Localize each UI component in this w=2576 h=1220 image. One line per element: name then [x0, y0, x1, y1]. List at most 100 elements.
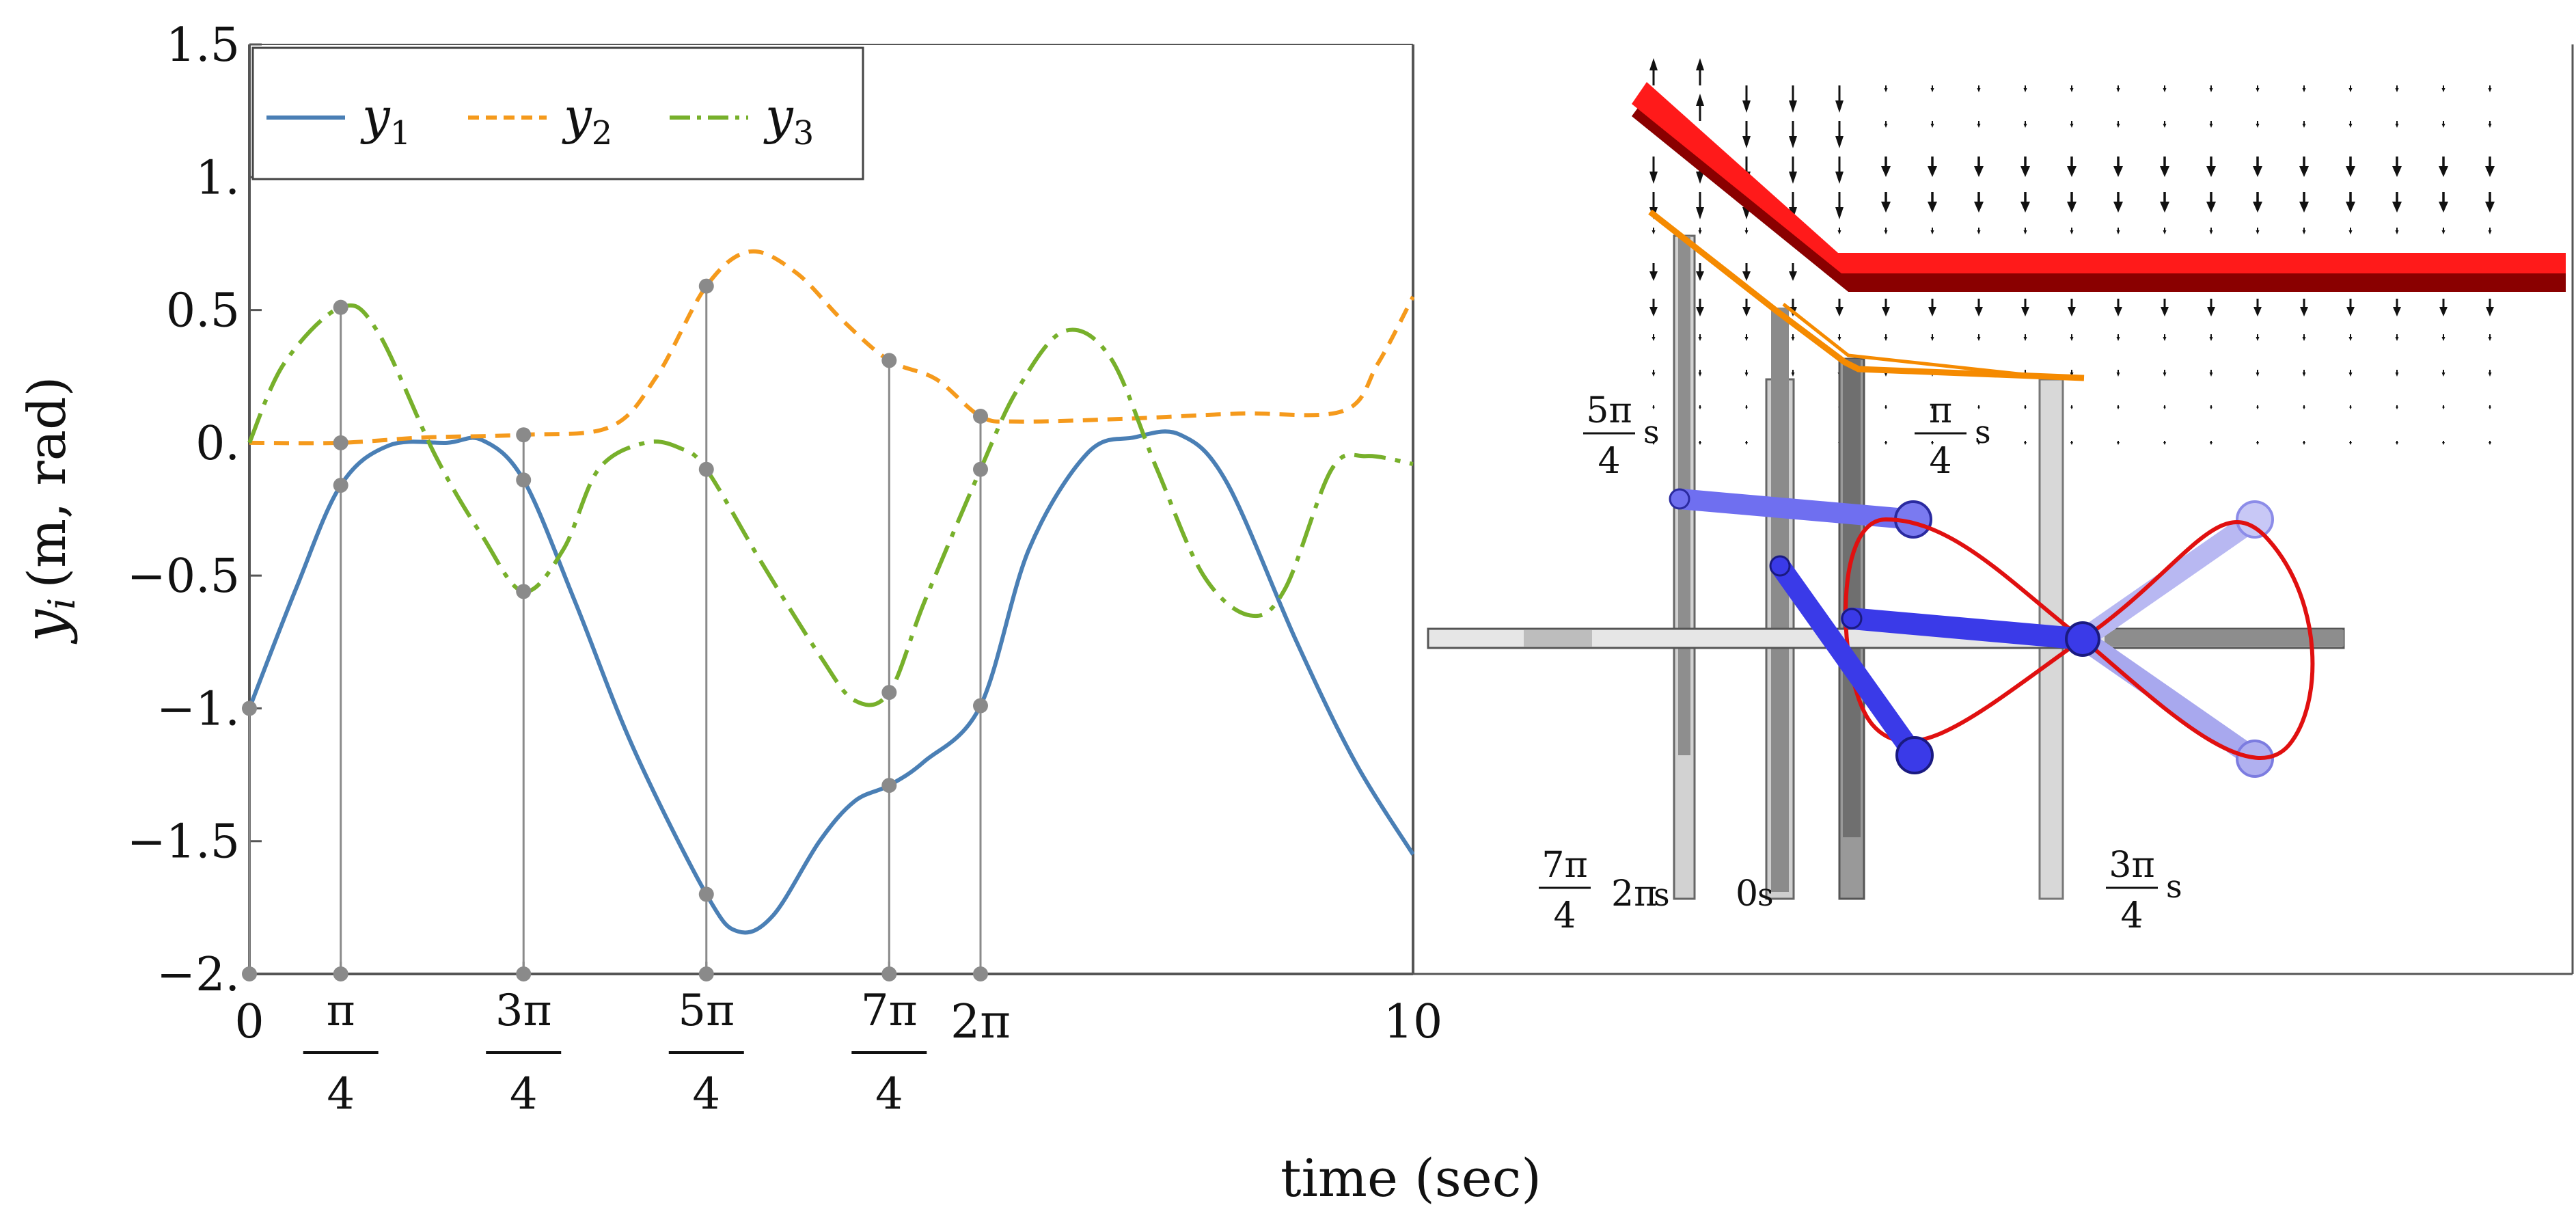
- vector-field-arrowhead: [2441, 337, 2445, 341]
- vector-field-arrowhead: [2253, 307, 2262, 316]
- vector-field-arrowhead: [1884, 88, 1888, 92]
- horizontal-rail-segment: [1524, 630, 1592, 647]
- y-tick-label: −2.: [156, 948, 240, 1002]
- vector-field-arrowhead: [2160, 166, 2169, 177]
- vector-field-arrowhead: [1698, 230, 1702, 234]
- y-tick-label: 0.5: [166, 284, 240, 338]
- vector-field-arrowhead: [1837, 230, 1841, 234]
- x-tick-denominator: 4: [692, 1069, 720, 1120]
- vector-field-arrowhead: [1649, 307, 1658, 316]
- vector-field-arrowhead: [1835, 100, 1844, 113]
- vector-field-arrowhead: [1745, 407, 1748, 409]
- vector-field-arrowhead: [1885, 442, 1887, 445]
- vector-field-arrowhead: [1928, 166, 1937, 177]
- vector-field-arrowhead: [1791, 337, 1795, 341]
- vector-field-arrowhead: [1975, 307, 1983, 316]
- vector-field-arrowhead: [1698, 372, 1702, 377]
- vector-field-arrowhead: [1745, 442, 1748, 445]
- vector-field-arrowhead: [2442, 442, 2445, 445]
- vector-field-arrowhead: [1744, 337, 1749, 341]
- vector-field-arrowhead: [1696, 94, 1704, 106]
- vector-field-arrowhead: [2439, 307, 2448, 316]
- vector-field-arrowhead: [1789, 136, 1797, 148]
- svg-text:π: π: [1929, 390, 1952, 431]
- series-line-y3: [247, 303, 1414, 707]
- vector-field-arrowhead: [2209, 230, 2213, 234]
- legend-label-y1: y1: [360, 87, 411, 152]
- vector-field-arrowhead: [2070, 124, 2074, 128]
- vector-field-arrowhead: [1977, 88, 1981, 92]
- vector-field-arrowhead: [2256, 337, 2260, 341]
- vector-field-arrowhead: [2210, 407, 2212, 409]
- vector-field-arrowhead: [2253, 166, 2262, 177]
- vector-field-arrowhead: [2160, 202, 2169, 213]
- vector-field-arrowhead: [2070, 337, 2074, 341]
- sample-point: [972, 698, 988, 714]
- vector-field-arrowhead: [2346, 166, 2355, 177]
- vector-field-arrowhead: [2485, 202, 2495, 213]
- sample-point: [881, 353, 897, 368]
- legend-label-y3: y3: [763, 87, 814, 152]
- vector-field-arrowhead: [2439, 166, 2448, 177]
- vector-field-arrowhead: [2207, 307, 2215, 316]
- x-axis-title: time (sec): [1280, 1148, 1542, 1208]
- x-tick-denominator: 4: [875, 1069, 903, 1120]
- vector-field-arrowhead: [1744, 372, 1749, 377]
- vector-field-arrowhead: [2209, 124, 2213, 128]
- vector-field-arrowhead: [1931, 442, 1934, 445]
- svg-text:s: s: [1643, 414, 1660, 450]
- vector-field-arrowhead: [2117, 407, 2120, 409]
- sample-point: [516, 584, 532, 599]
- vector-field-arrowhead: [1881, 202, 1891, 213]
- vector-field-arrowhead: [2209, 337, 2213, 341]
- vector-field-arrowhead: [2210, 442, 2212, 445]
- series-line-y2: [249, 249, 1415, 446]
- sample-stems: [248, 286, 982, 974]
- x-tick-fraction: 5π 4: [668, 986, 744, 1120]
- vector-field-arrowhead: [1789, 172, 1797, 184]
- legend-label-y2: y2: [562, 87, 612, 152]
- sample-point: [881, 966, 897, 981]
- vector-field-arrowhead: [2116, 124, 2120, 128]
- vector-field-arrowhead: [2299, 166, 2309, 177]
- y-tick-label: −0.5: [127, 550, 240, 604]
- sample-point: [516, 966, 532, 981]
- vector-field-arrowhead: [2393, 307, 2401, 316]
- vector-field-arrowhead: [2299, 202, 2309, 213]
- annotation-pi4: π 4s: [1915, 390, 1991, 482]
- vector-field-arrowhead: [2346, 202, 2355, 213]
- x-tick-numerator: 7π: [861, 986, 918, 1036]
- pendulum-arms: [1769, 555, 2100, 774]
- vector-field-arrowhead: [2024, 442, 2027, 445]
- vector-field-arrowhead: [2303, 442, 2305, 445]
- vector-field-arrowhead: [2348, 337, 2353, 341]
- vector-field-arrowhead: [1835, 136, 1844, 148]
- vector-field-arrowhead: [1696, 58, 1704, 70]
- x-tick-denominator: 4: [327, 1069, 355, 1120]
- vector-field-arrowhead: [1884, 124, 1888, 128]
- vector-field-arrowhead: [2206, 166, 2216, 177]
- sample-point: [881, 685, 897, 701]
- vector-field-arrowhead: [2488, 337, 2492, 341]
- vector-field-arrowhead: [2070, 230, 2074, 234]
- vector-field-arrowhead: [2302, 230, 2306, 234]
- x-tick-numerator: π: [327, 986, 355, 1036]
- vector-field-arrowhead: [1744, 230, 1749, 234]
- vector-field-arrowhead: [1974, 166, 1984, 177]
- sample-point: [972, 409, 988, 424]
- series-lines: [247, 249, 1415, 935]
- vector-field-arrowhead: [2348, 88, 2353, 92]
- vector-field-arrowhead: [2395, 124, 2399, 128]
- vector-field-arrowhead: [1649, 172, 1658, 184]
- annotation-5pi4: 5π 4s: [1583, 390, 1660, 482]
- vector-field-arrowhead: [2302, 337, 2306, 341]
- vector-field-arrowhead: [1835, 172, 1844, 184]
- vector-field-arrowhead: [2023, 88, 2027, 92]
- sample-point: [333, 478, 348, 493]
- vector-field-arrowhead: [2300, 307, 2308, 316]
- vector-field-arrowhead: [2070, 407, 2073, 409]
- annotation-3pi4: 3π 4s: [2106, 845, 2182, 936]
- vector-field-arrowhead: [1696, 207, 1704, 219]
- vector-field-arrowhead: [2206, 202, 2216, 213]
